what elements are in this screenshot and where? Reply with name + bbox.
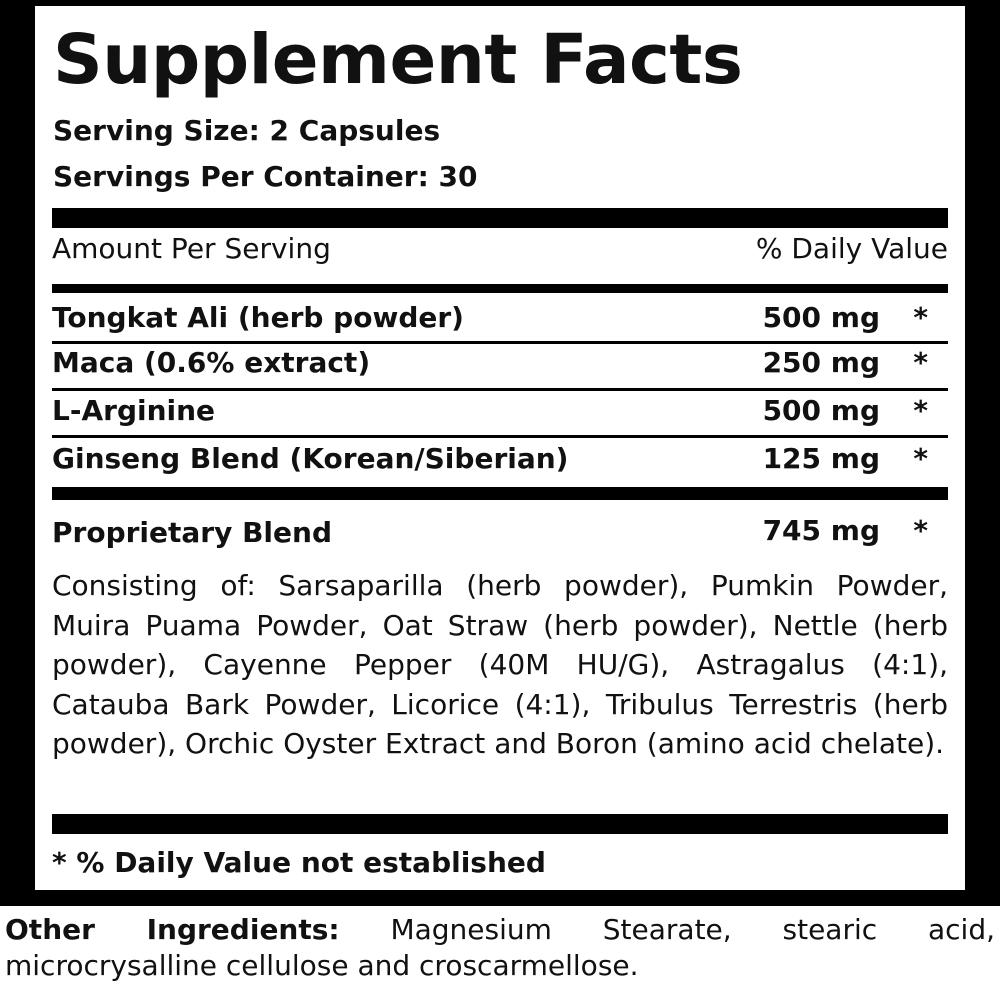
nutrient-row: Tongkat Ali (herb powder) 500 mg * — [52, 297, 948, 341]
footnote: * % Daily Value not established — [52, 846, 546, 879]
servings-per-container: Servings Per Container: 30 — [53, 160, 478, 193]
medium-rule — [52, 284, 948, 293]
amount: 125 mg — [762, 442, 880, 475]
other-label: Other Ingredients: — [5, 913, 340, 946]
daily-value: * — [913, 301, 928, 334]
nutrient-row: Ginseng Blend (Korean/Siberian) 125 mg * — [52, 438, 948, 482]
amount: 500 mg — [762, 301, 880, 334]
title: Supplement Facts — [53, 20, 743, 100]
ingredient: Tongkat Ali (herb powder) — [52, 301, 464, 334]
amount: 250 mg — [762, 346, 880, 379]
blend-row: Proprietary Blend 745 mg * — [52, 510, 948, 554]
ingredient: Ginseng Blend (Korean/Siberian) — [52, 442, 569, 475]
other-ingredients: Other Ingredients: Magnesium Stearate, s… — [5, 912, 995, 984]
thick-rule — [52, 814, 948, 834]
daily-value: * — [913, 394, 928, 427]
daily-value: * — [913, 514, 928, 547]
thin-rule — [52, 435, 948, 438]
other-text: Magnesium Stearate, stearic acid, microc… — [5, 913, 995, 982]
ingredient: L-Arginine — [52, 394, 216, 427]
daily-value: * — [913, 442, 928, 475]
thick-rule — [52, 487, 948, 500]
ingredient: Maca (0.6% extract) — [52, 346, 371, 379]
daily-value: * — [913, 346, 928, 379]
blend-name: Proprietary Blend — [52, 516, 332, 549]
thin-rule — [52, 341, 948, 344]
nutrient-row: Maca (0.6% extract) 250 mg * — [52, 342, 948, 386]
thick-rule — [52, 208, 948, 228]
thin-rule — [52, 388, 948, 391]
dv-header: % Daily Value — [755, 232, 948, 265]
serving-size: Serving Size: 2 Capsules — [53, 114, 441, 147]
blend-description: Consisting of: Sarsaparilla (herb powder… — [52, 569, 948, 760]
nutrient-row: L-Arginine 500 mg * — [52, 390, 948, 434]
amount: 500 mg — [762, 394, 880, 427]
facts-panel: Supplement Facts Serving Size: 2 Capsule… — [35, 6, 965, 890]
amount-header: Amount Per Serving — [52, 232, 331, 265]
label-frame: Supplement Facts Serving Size: 2 Capsule… — [0, 0, 1000, 906]
amount: 745 mg — [762, 514, 880, 547]
